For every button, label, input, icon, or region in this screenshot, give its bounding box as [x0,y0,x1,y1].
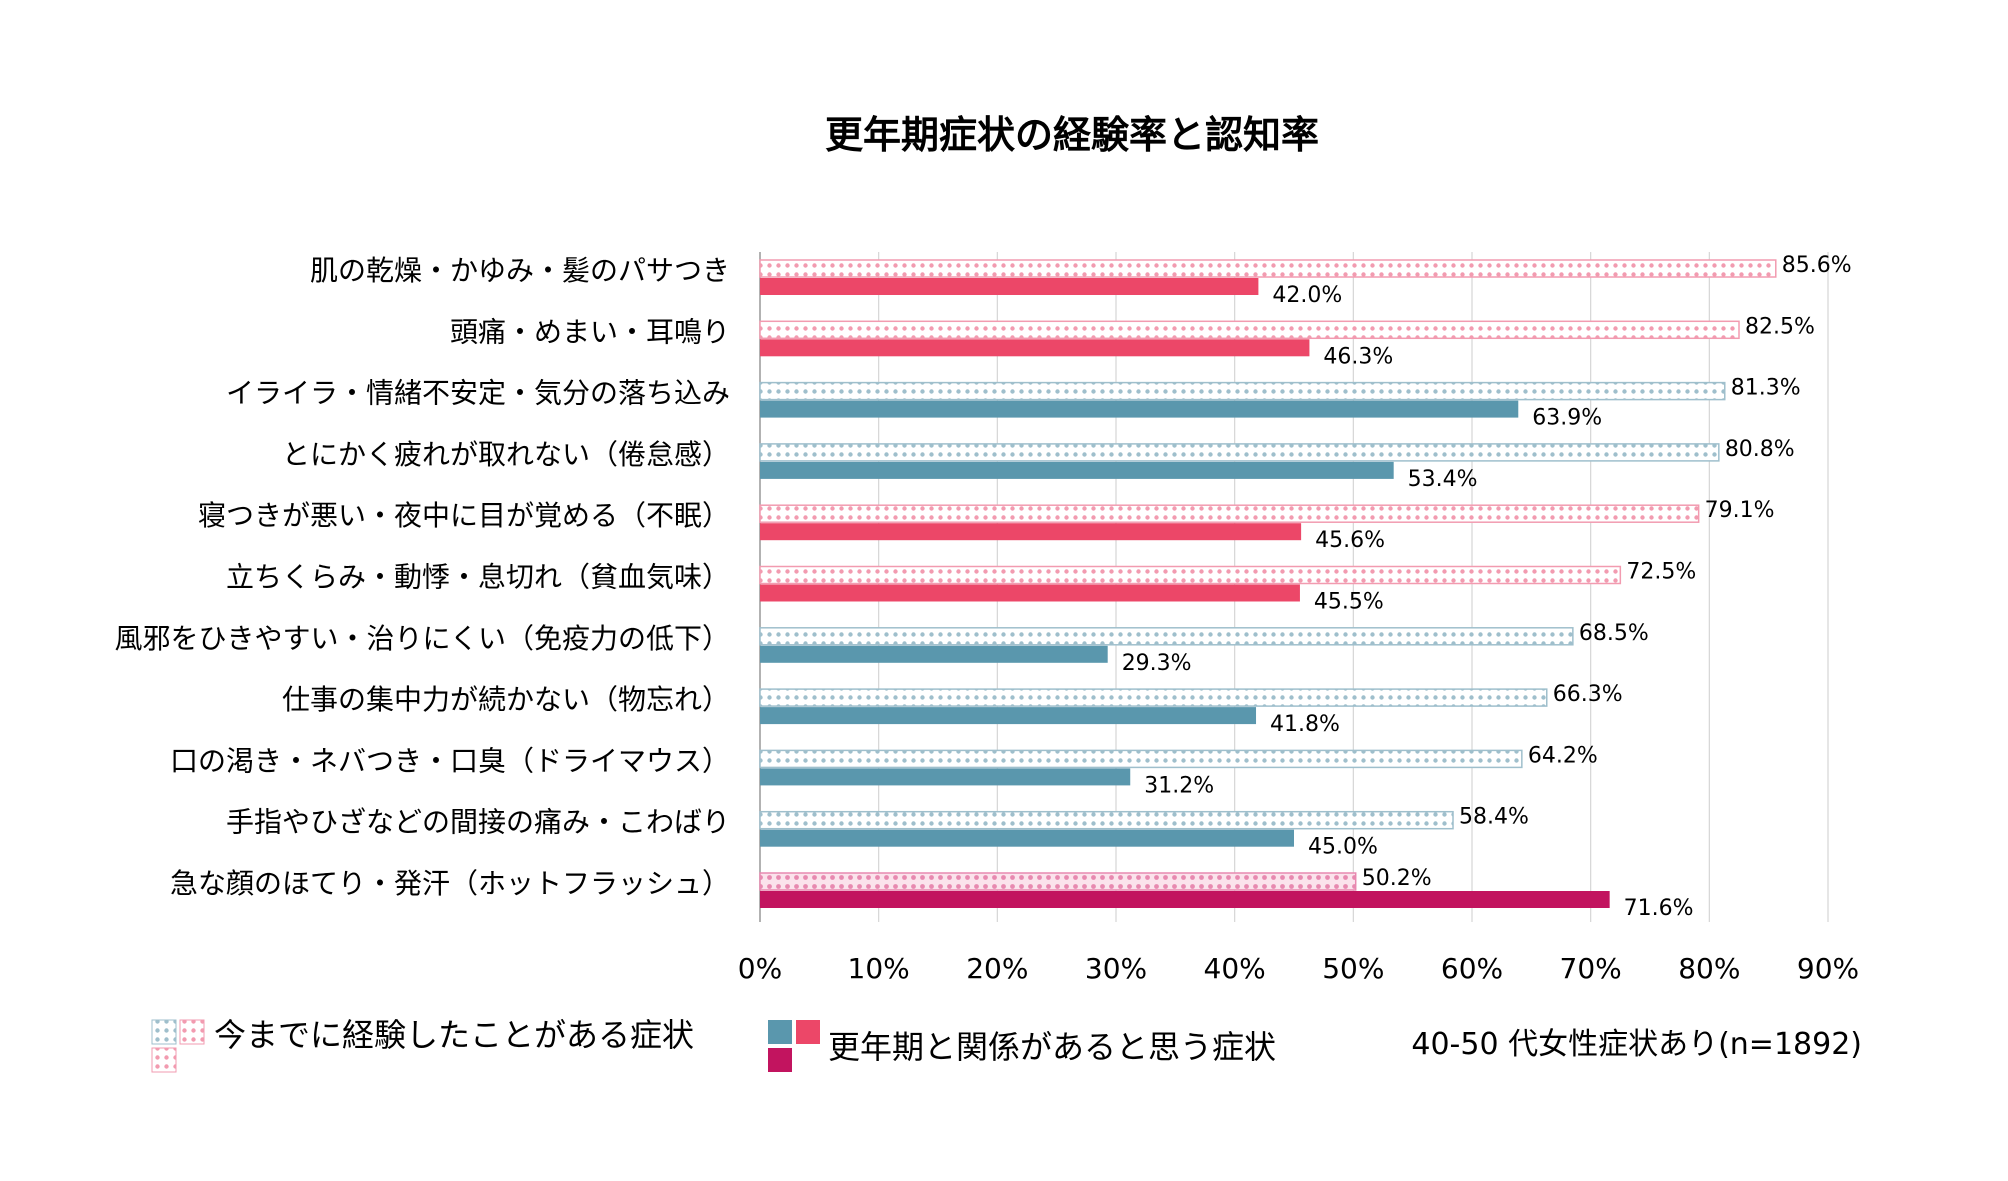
data-label-menopause: 53.4% [1408,467,1478,492]
bar-menopause [760,707,1257,725]
data-label-experienced: 81.3% [1731,376,1801,401]
category-label: とにかく疲れが取れない（倦怠感） [282,438,730,471]
x-tick-label: 40% [1204,952,1266,985]
legend-swatch-experienced [151,1019,205,1073]
data-label-menopause: 46.3% [1323,344,1393,369]
data-label-menopause: 42.0% [1272,283,1342,308]
x-tick-label: 50% [1322,952,1384,985]
bar-experienced [759,749,1523,769]
category-label: 頭痛・めまい・耳鳴り [450,315,730,348]
data-label-experienced: 72.5% [1626,560,1696,585]
data-label-menopause: 71.6% [1624,896,1694,921]
category-label: 立ちくらみ・動悸・息切れ（貧血気味） [226,561,730,594]
bar-menopause [760,768,1131,786]
data-label-menopause: 29.3% [1122,651,1192,676]
sample-note: 40-50 代女性症状あり(n=1892) [1411,1027,1862,1062]
bar-menopause [760,584,1300,602]
data-label-menopause: 45.6% [1315,528,1385,553]
data-label-experienced: 50.2% [1362,866,1432,891]
category-label: 寝つきが悪い・夜中に目が覚める（不眠） [198,499,730,532]
data-label-menopause: 45.5% [1314,590,1384,615]
x-tick-label: 0% [738,952,782,985]
bar-menopause [760,461,1394,479]
bar-experienced [759,565,1622,585]
x-tick-label: 10% [848,952,910,985]
category-label: 手指やひざなどの間接の痛み・こわばり [226,806,730,839]
bar-experienced [759,872,1357,891]
x-tick-label: 80% [1678,952,1740,985]
x-tick-label: 70% [1560,952,1622,985]
x-tick-label: 90% [1797,952,1859,985]
bar-menopause [760,645,1108,663]
data-label-menopause: 41.8% [1270,712,1340,737]
label-layer: 肌の乾燥・かゆみ・髪のパサつき 85.6% 42.0% 頭痛・めまい・耳鳴り 82.5%… [115,253,1852,921]
bar-experienced [759,810,1454,830]
data-label-experienced: 58.4% [1459,805,1529,830]
bar-menopause [760,400,1519,418]
legend-label-menopause: 更年期と関係があると思う症状 [828,1028,1276,1066]
x-tick-label: 20% [966,952,1028,985]
data-label-menopause: 31.2% [1144,773,1214,798]
data-label-experienced: 79.1% [1705,498,1775,523]
bar-menopause [760,829,1294,847]
data-label-menopause: 63.9% [1532,406,1602,431]
x-tick-label: 30% [1085,952,1147,985]
bar-experienced [759,504,1700,523]
bar-menopause [760,523,1302,541]
data-label-experienced: 85.6% [1782,253,1852,278]
category-label: 風邪をひきやすい・治りにくい（免疫力の低下） [115,622,730,655]
data-label-experienced: 68.5% [1579,621,1649,646]
data-label-menopause: 45.0% [1308,835,1378,860]
bar-layer [759,259,1777,908]
data-label-experienced: 80.8% [1725,437,1795,462]
bar-experienced [759,320,1740,340]
category-label: 肌の乾燥・かゆみ・髪のパサつき [310,254,730,287]
category-label: 口の渇き・ネバつき・口臭（ドライマウス） [170,744,730,777]
legend: 今までに経験したことがある症状 更年期と関係があると思う症状 40-50 代女性… [151,1016,1862,1073]
bar-menopause [760,891,1610,908]
tick-layer: 0% 10% 20% 30% 40% 50% 60% 70% 80% 90% [738,952,1859,985]
category-label: 仕事の集中力が続かない（物忘れ） [282,683,730,716]
bar-experienced [759,627,1574,646]
bar-experienced [759,443,1720,462]
data-label-experienced: 64.2% [1528,743,1598,768]
data-label-experienced: 66.3% [1553,682,1623,707]
legend-swatch-menopause [768,1020,820,1072]
bar-experienced [759,381,1726,401]
x-tick-label: 60% [1441,952,1503,985]
category-label: イライラ・情緒不安定・気分の落ち込み [226,377,730,410]
bar-experienced [759,259,1777,278]
bar-experienced [759,688,1548,707]
legend-label-experienced: 今までに経験したことがある症状 [214,1016,694,1054]
bar-menopause [760,278,1259,295]
bar-menopause [760,339,1310,357]
category-label: 急な顔のほてり・発汗（ホットフラッシュ） [170,867,730,900]
chart-title: 更年期症状の経験率と認知率 [825,113,1319,157]
data-label-experienced: 82.5% [1745,314,1815,339]
